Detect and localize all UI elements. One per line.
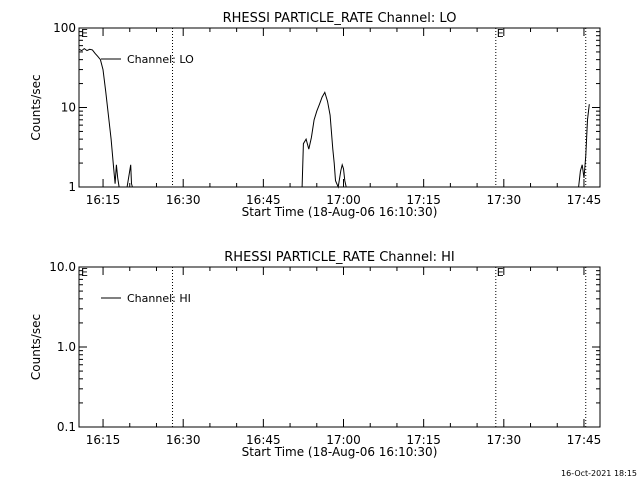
- x-axis-label: Start Time (18-Aug-06 16:10:30): [242, 445, 438, 459]
- x-tick-label: 17:15: [406, 433, 441, 447]
- legend-label: Channel: HI: [127, 292, 191, 305]
- x-tick-label: 17:00: [326, 193, 361, 207]
- hi-channel-panel: RHESSI PARTICLE_RATE Channel: HI 0.1 1.0 10…: [29, 250, 601, 459]
- chart-title: RHESSI PARTICLE_RATE Channel: HI: [224, 250, 454, 265]
- chart-title: RHESSI PARTICLE_RATE Channel: LO: [223, 11, 457, 26]
- y-tick-label: 0.1: [57, 420, 76, 434]
- y-axis-label: Counts/sec: [29, 314, 43, 380]
- x-tick-label: 16:45: [246, 433, 281, 447]
- y-axis-label: Counts/sec: [29, 74, 43, 140]
- x-tick-label: 17:30: [487, 433, 522, 447]
- corner-label: E: [81, 27, 88, 40]
- x-tick-label: 17:45: [567, 193, 602, 207]
- x-axis-label: Start Time (18-Aug-06 16:10:30): [242, 205, 438, 219]
- y-tick-label: 10.0: [49, 260, 76, 274]
- x-tick-label: 16:15: [86, 433, 121, 447]
- x-tick-label: 16:45: [246, 193, 281, 207]
- time-marker-label: E: [497, 266, 504, 279]
- x-tick-label: 17:15: [406, 193, 441, 207]
- x-tick-label: 16:30: [166, 433, 201, 447]
- footer-timestamp: 16-Oct-2021 18:15: [561, 469, 637, 478]
- y-tick-label: 1: [68, 180, 76, 194]
- x-tick-label: 17:00: [326, 433, 361, 447]
- legend-label: Channel: LO: [127, 53, 194, 66]
- series-line: [301, 91, 347, 189]
- time-marker-label: E: [497, 27, 504, 40]
- corner-label: E: [81, 266, 88, 279]
- plot-frame: [78, 27, 601, 188]
- plot-frame: [78, 266, 601, 428]
- x-tick-label: 16:15: [86, 193, 121, 207]
- x-tick-label: 17:45: [567, 433, 602, 447]
- y-tick-label: 100: [53, 21, 76, 35]
- x-tick-label: 16:30: [166, 193, 201, 207]
- series-line: [78, 47, 133, 188]
- y-tick-label: 10: [61, 101, 76, 115]
- y-tick-label: 1.0: [57, 340, 76, 354]
- x-tick-label: 17:30: [487, 193, 522, 207]
- series-line: [578, 104, 590, 188]
- lo-channel-panel: RHESSI PARTICLE_RATE Channel: LO 1 10 100 16…: [29, 11, 601, 219]
